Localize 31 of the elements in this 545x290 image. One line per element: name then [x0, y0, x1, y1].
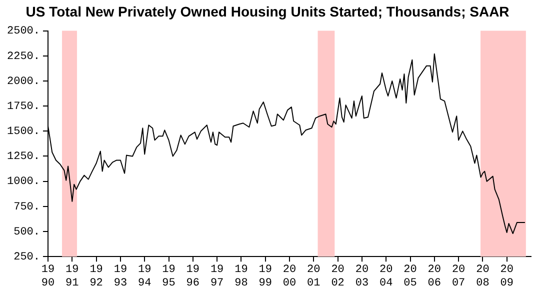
x-tick-label: 20 09 [500, 264, 514, 290]
chart-title: US Total New Privately Owned Housing Units Started; Thousands; SAAR [26, 3, 510, 20]
x-tick-label: 19 98 [234, 264, 248, 290]
y-tick-label: 1250. [6, 151, 40, 164]
y-tick-label: 2000. [6, 76, 40, 88]
x-tick-label: 20 04 [380, 264, 394, 290]
x-tick-label: 19 93 [114, 264, 128, 290]
y-tick-label: 2250. [6, 50, 40, 63]
x-tick-label: 20 05 [404, 264, 417, 290]
y-tick-label: 2500. [6, 26, 40, 38]
x-tick-label: 20 03 [355, 264, 369, 290]
y-tick-label: 250. [14, 252, 40, 264]
x-tick-label: 19 99 [258, 264, 272, 290]
x-tick-label: 19 96 [186, 264, 200, 290]
x-tick-label: 20 01 [307, 264, 321, 290]
x-tick-label: 20 00 [282, 264, 296, 290]
x-tick-label: 20 06 [428, 264, 442, 290]
x-tick-label: 19 94 [138, 264, 152, 290]
x-tick-label: 19 91 [66, 264, 80, 290]
x-tick-label: 20 08 [476, 264, 490, 290]
x-tick-label: 20 07 [452, 264, 466, 290]
x-tick-label: 20 02 [331, 264, 344, 290]
y-tick-label: 1750. [6, 100, 40, 113]
y-tick-label: 500. [14, 226, 40, 238]
y-tick-label: 1500. [6, 126, 40, 138]
x-tick-label: 19 95 [162, 264, 176, 290]
x-tick-label: 19 92 [90, 264, 103, 290]
y-tick-label: 750. [14, 201, 40, 214]
y-tick-label: 1000. [6, 176, 40, 188]
x-tick-label: 19 97 [210, 264, 224, 290]
x-tick-label: 19 90 [41, 264, 55, 290]
